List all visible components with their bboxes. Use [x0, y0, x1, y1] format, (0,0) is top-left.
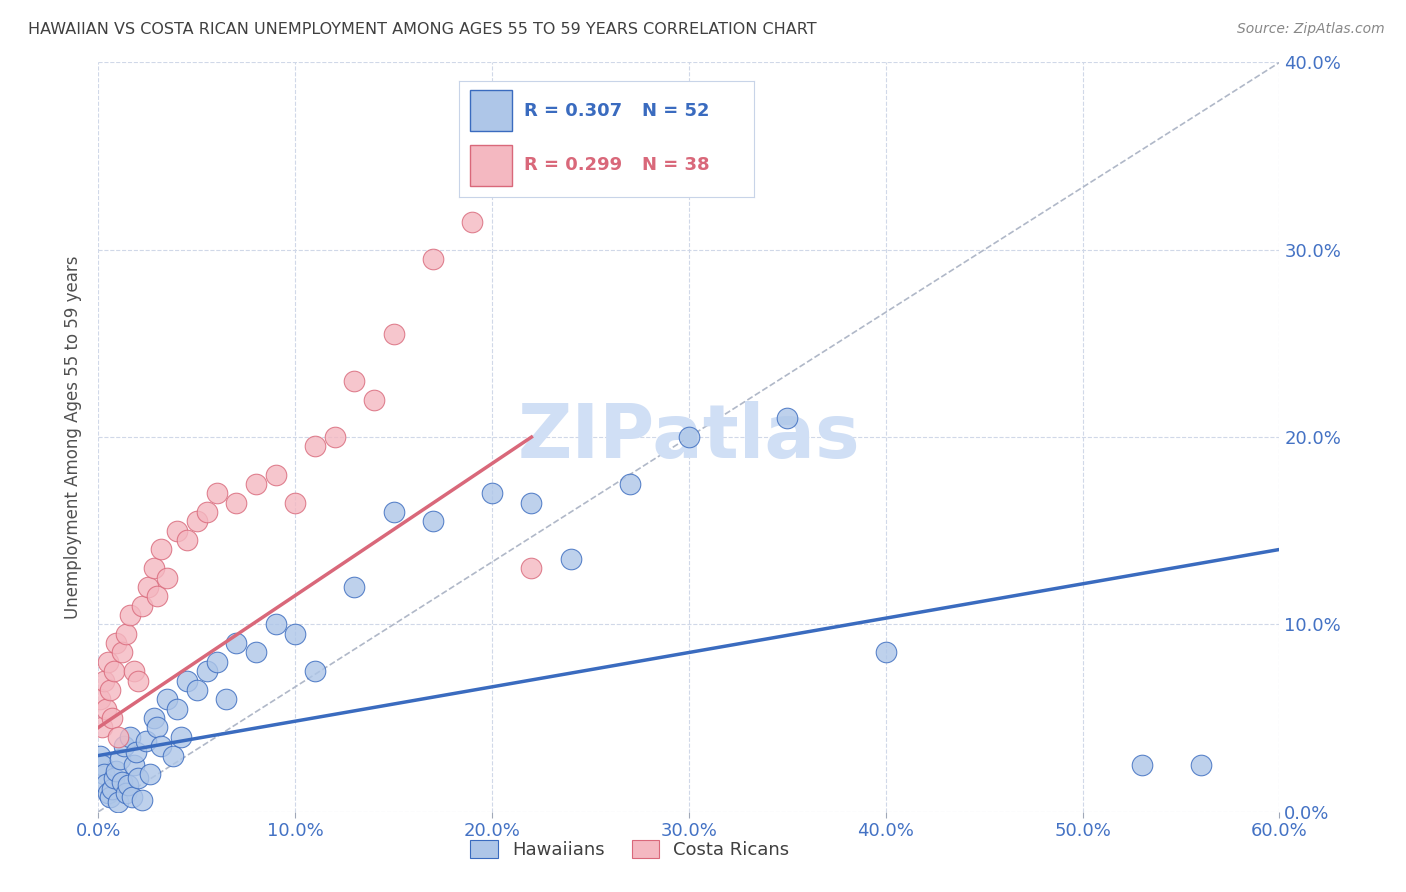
- Point: [343, 374, 366, 388]
- Point: [170, 730, 193, 744]
- Point: [245, 476, 267, 491]
- Point: [156, 692, 179, 706]
- Point: [89, 748, 111, 763]
- Point: [186, 683, 208, 698]
- Text: Source: ZipAtlas.com: Source: ZipAtlas.com: [1237, 22, 1385, 37]
- Point: [131, 599, 153, 613]
- Point: [98, 683, 121, 698]
- Point: [363, 392, 385, 407]
- Point: [136, 580, 159, 594]
- Point: [156, 571, 179, 585]
- Point: [304, 440, 326, 453]
- Point: [96, 701, 118, 715]
- Point: [304, 664, 326, 679]
- Point: [122, 664, 145, 679]
- Point: [284, 626, 307, 640]
- Point: [125, 745, 148, 759]
- Point: [1189, 758, 1212, 772]
- Point: [225, 636, 247, 650]
- Point: [284, 496, 307, 510]
- Point: [146, 721, 169, 735]
- Point: [105, 636, 128, 650]
- Point: [150, 542, 173, 557]
- Point: [107, 730, 129, 744]
- Point: [101, 782, 124, 797]
- Point: [118, 608, 141, 623]
- Point: [875, 646, 897, 660]
- Point: [166, 701, 188, 715]
- Point: [382, 326, 405, 341]
- Point: [105, 764, 128, 778]
- Point: [135, 733, 157, 747]
- Point: [162, 748, 184, 763]
- Point: [96, 776, 118, 791]
- Point: [382, 505, 405, 519]
- Point: [103, 664, 125, 679]
- Point: [101, 711, 124, 725]
- Point: [1130, 758, 1153, 772]
- Point: [176, 533, 198, 547]
- Text: HAWAIIAN VS COSTA RICAN UNEMPLOYMENT AMONG AGES 55 TO 59 YEARS CORRELATION CHART: HAWAIIAN VS COSTA RICAN UNEMPLOYMENT AMO…: [28, 22, 817, 37]
- Point: [89, 692, 111, 706]
- Point: [264, 467, 287, 482]
- Point: [166, 524, 188, 538]
- Point: [138, 767, 160, 781]
- Legend: Hawaiians, Costa Ricans: Hawaiians, Costa Ricans: [463, 832, 797, 866]
- Point: [91, 721, 114, 735]
- Point: [150, 739, 173, 753]
- Y-axis label: Unemployment Among Ages 55 to 59 years: Unemployment Among Ages 55 to 59 years: [65, 255, 83, 619]
- Point: [186, 514, 208, 528]
- Point: [93, 673, 115, 688]
- Point: [122, 758, 145, 772]
- Point: [97, 655, 120, 669]
- Point: [121, 789, 143, 804]
- Text: ZIPatlas: ZIPatlas: [517, 401, 860, 474]
- Point: [343, 580, 366, 594]
- Point: [422, 514, 444, 528]
- Point: [112, 739, 135, 753]
- Point: [195, 505, 218, 519]
- Point: [264, 617, 287, 632]
- Point: [461, 214, 484, 228]
- Point: [323, 430, 346, 444]
- Point: [245, 646, 267, 660]
- Point: [91, 758, 114, 772]
- Point: [619, 476, 641, 491]
- Point: [97, 786, 120, 800]
- Point: [225, 496, 247, 510]
- Point: [176, 673, 198, 688]
- Point: [107, 796, 129, 810]
- Point: [142, 711, 165, 725]
- Point: [142, 561, 165, 575]
- Point: [481, 486, 503, 500]
- Point: [195, 664, 218, 679]
- Point: [422, 252, 444, 266]
- Point: [678, 430, 700, 444]
- Point: [108, 752, 131, 766]
- Point: [117, 779, 139, 793]
- Point: [98, 789, 121, 804]
- Point: [215, 692, 238, 706]
- Point: [520, 496, 543, 510]
- Point: [776, 411, 799, 425]
- Point: [118, 730, 141, 744]
- Point: [131, 793, 153, 807]
- Point: [520, 561, 543, 575]
- Point: [115, 786, 138, 800]
- Point: [115, 626, 138, 640]
- Point: [93, 767, 115, 781]
- Point: [205, 655, 228, 669]
- Point: [205, 486, 228, 500]
- Point: [111, 646, 134, 660]
- Point: [146, 590, 169, 604]
- Point: [103, 771, 125, 785]
- Point: [560, 551, 582, 566]
- Point: [127, 771, 149, 785]
- Point: [127, 673, 149, 688]
- Point: [111, 774, 134, 789]
